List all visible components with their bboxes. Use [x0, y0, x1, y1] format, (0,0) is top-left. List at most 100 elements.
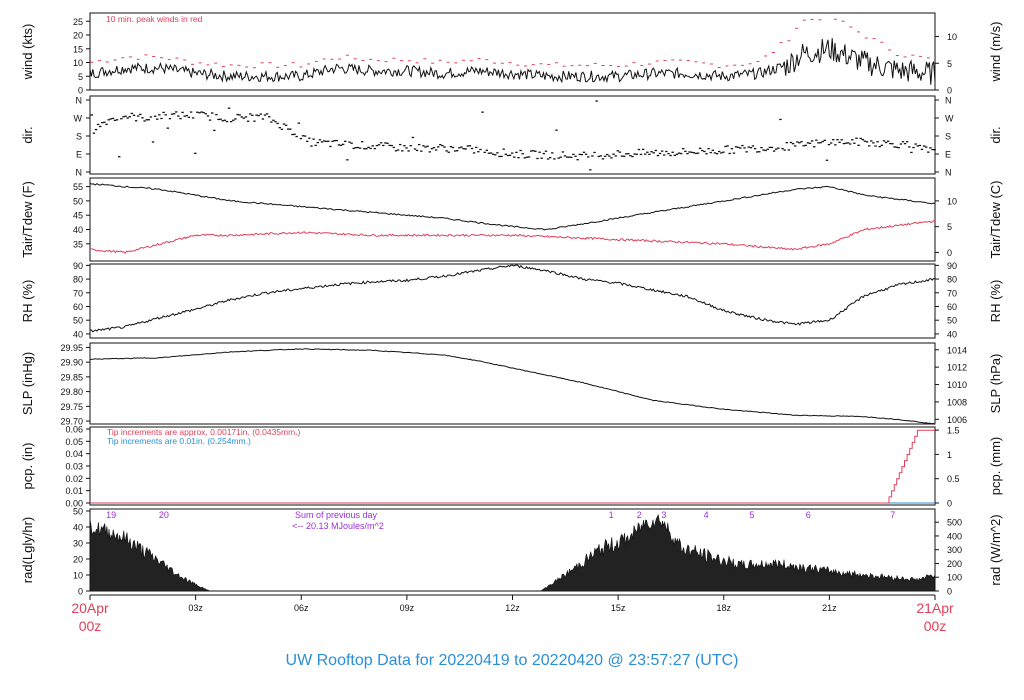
left-tick-label: 45 — [73, 211, 83, 221]
left-tick-label: 15 — [73, 44, 83, 54]
right-tick-label: S — [945, 132, 951, 142]
time-tick-label: 15z — [611, 603, 626, 613]
left-tick-label: 0.03 — [65, 462, 83, 472]
left-tick-label: 60 — [73, 302, 83, 312]
right-tick-label: 70 — [947, 288, 957, 298]
right-tick-label: 1012 — [947, 363, 967, 373]
left-tick-label: 50 — [73, 316, 83, 326]
date-hour-label: 00z — [924, 618, 947, 634]
right-tick-label: 0 — [947, 499, 952, 509]
pcp-fine-line — [90, 429, 936, 504]
right-tick-label: 1014 — [947, 345, 967, 355]
right-axis-label: rad (W/m^2) — [988, 514, 1003, 585]
rad-hour-label: 20 — [159, 510, 169, 520]
right-tick-label: 10 — [947, 32, 957, 42]
left-tick-label: 29.75 — [60, 402, 83, 412]
right-tick-label: 0 — [947, 587, 952, 597]
left-tick-label: 90 — [73, 261, 83, 271]
date-label: 21Apr — [916, 600, 954, 616]
time-tick-label: 21z — [822, 603, 837, 613]
right-tick-label: 1.5 — [947, 426, 960, 436]
left-tick-label: 40 — [73, 225, 83, 235]
rad-sum-label: Sum of previous day — [295, 510, 378, 520]
left-tick-label: 70 — [73, 288, 83, 298]
left-tick-label: 10 — [73, 571, 83, 581]
time-tick-label: 12z — [505, 603, 520, 613]
left-tick-label: 0.05 — [65, 437, 83, 447]
rad-hour-label: 4 — [704, 510, 709, 520]
rad-hour-label: 3 — [661, 510, 666, 520]
footer-title: UW Rooftop Data for 20220419 to 20220420… — [286, 652, 739, 669]
rad-hour-label: 1 — [609, 510, 614, 520]
left-tick-label: 80 — [73, 275, 83, 285]
left-tick-label: 5 — [78, 72, 83, 82]
rad-sum-value: <-- 20.13 MJoules/m^2 — [292, 521, 384, 531]
right-tick-label: 5 — [947, 59, 952, 69]
left-tick-label: 20 — [73, 555, 83, 565]
panel-frame — [89, 95, 936, 175]
left-tick-label: 35 — [73, 239, 83, 249]
right-tick-label: 0 — [947, 248, 952, 258]
left-tick-label: 0.04 — [65, 449, 83, 459]
rh-line — [89, 264, 936, 333]
right-tick-label: 5 — [947, 222, 952, 232]
time-tick-label: 03z — [188, 603, 203, 613]
left-axis-label: SLP (inHg) — [20, 352, 35, 415]
right-tick-label: 10 — [947, 196, 957, 206]
right-tick-label: W — [945, 114, 954, 124]
panel-frame — [89, 263, 936, 339]
left-tick-label: 40 — [73, 329, 83, 339]
left-tick-label: W — [74, 114, 83, 124]
right-tick-label: 1 — [947, 450, 952, 460]
wind-annotation: 10 min. peak winds in red — [106, 14, 203, 24]
right-axis-label: Tair/Tdew (C) — [988, 180, 1003, 258]
right-axis-label: SLP (hPa) — [988, 354, 1003, 414]
left-tick-label: 0.02 — [65, 474, 83, 484]
panel-pcp: pcp. (in) pcp. (mm) 0.00 0.01 0.02 0.03 0.04 0.… — [20, 425, 1003, 509]
left-tick-label: 55 — [73, 182, 83, 192]
tdew-line — [89, 219, 936, 254]
right-tick-label: 200 — [947, 559, 962, 569]
right-tick-label: 1006 — [947, 415, 967, 425]
right-tick-label: N — [945, 96, 952, 106]
right-tick-label: 0 — [947, 86, 952, 96]
left-tick-label: 30 — [73, 539, 83, 549]
left-tick-label: 25 — [73, 17, 83, 27]
right-tick-label: 50 — [947, 316, 957, 326]
date-hour-label: 00z — [79, 618, 102, 634]
tair-line — [89, 182, 936, 231]
left-axis-label: Tair/Tdew (F) — [20, 181, 35, 258]
right-tick-label: 400 — [947, 531, 962, 541]
right-tick-label: 0.5 — [947, 474, 960, 484]
right-tick-label: 1008 — [947, 397, 967, 407]
pcp-annotation-coarse: Tip increments are 0.01in. (0.254mm.) — [107, 436, 251, 446]
right-tick-label: 1010 — [947, 380, 967, 390]
rad-hour-label: 2 — [637, 510, 642, 520]
panel-rad: rad(Lgly/hr) rad (W/m^2)01020304050010020… — [20, 507, 1003, 597]
right-tick-label: 500 — [947, 518, 962, 528]
left-tick-label: 40 — [73, 523, 83, 533]
time-tick-label: 18z — [716, 603, 731, 613]
left-tick-label: 0.00 — [65, 499, 83, 509]
date-label: 20Apr — [71, 600, 109, 616]
right-axis-label: pcp. (mm) — [988, 437, 1003, 496]
time-tick-label: 09z — [400, 603, 415, 613]
left-tick-label: 29.80 — [60, 387, 83, 397]
panel-frame — [89, 342, 936, 425]
right-tick-label: 100 — [947, 573, 962, 583]
left-tick-label: E — [76, 150, 82, 160]
left-tick-label: 29.70 — [60, 417, 83, 427]
right-tick-label: 60 — [947, 302, 957, 312]
pcp-annotation-fine: Tip increments are approx. 0.00171in. (0… — [107, 427, 301, 437]
right-tick-label: 90 — [947, 261, 957, 271]
panel-dir: dir. dir.N NE ES SW WN N — [20, 95, 1003, 178]
right-tick-label: 80 — [947, 275, 957, 285]
rad-hour-label: 6 — [806, 510, 811, 520]
right-axis-label: RH (%) — [988, 280, 1003, 323]
panel-frame — [89, 177, 936, 262]
left-tick-label: 0.01 — [65, 486, 83, 496]
right-tick-label: E — [945, 150, 951, 160]
panel-wind: wind (kts) wind (m/s) 0 5 10 15 20 25 0 5 10 10 min… — [20, 12, 1003, 96]
